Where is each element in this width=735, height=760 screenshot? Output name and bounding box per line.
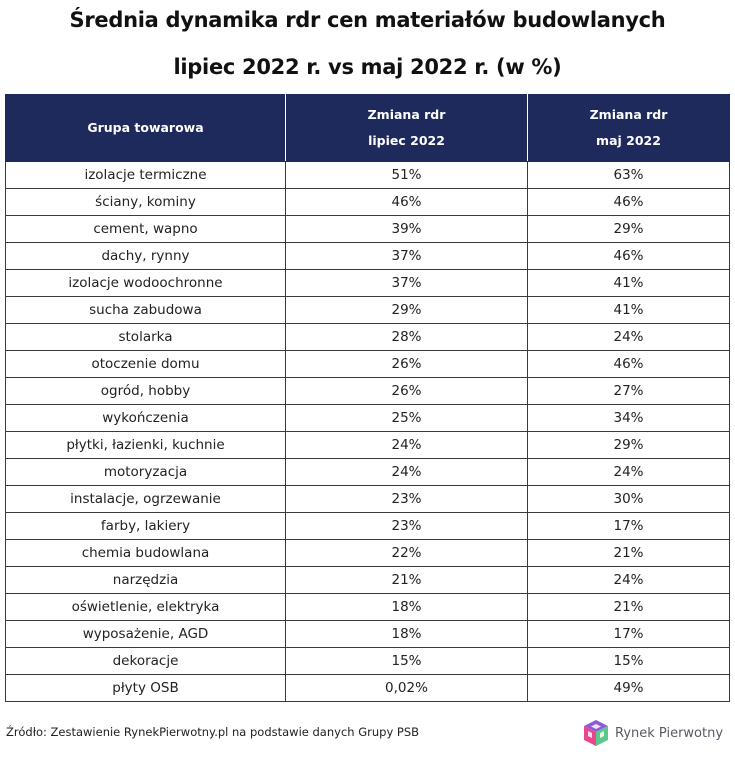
cell-july: 25%	[285, 404, 528, 432]
cell-group: stolarka	[5, 323, 286, 351]
cell-may: 24%	[527, 566, 730, 594]
column-header-text: Zmiana rdr	[589, 107, 668, 122]
column-header-text: Zmiana rdr	[367, 107, 446, 122]
cell-may: 17%	[527, 512, 730, 540]
table-row: cement, wapno 39% 29%	[5, 215, 730, 243]
cell-july: 29%	[285, 296, 528, 324]
cell-may: 46%	[527, 350, 730, 378]
cell-july: 22%	[285, 539, 528, 567]
cell-july: 18%	[285, 620, 528, 648]
table-row: ogród, hobby 26% 27%	[5, 377, 730, 405]
cell-group: wyposażenie, AGD	[5, 620, 286, 648]
column-header-july: Zmiana rdr lipiec 2022	[285, 94, 528, 162]
cube-logo-icon	[584, 720, 608, 746]
table-row: wyposażenie, AGD 18% 17%	[5, 620, 730, 648]
cell-july: 26%	[285, 350, 528, 378]
cell-july: 26%	[285, 377, 528, 405]
cell-group: dekoracje	[5, 647, 286, 675]
table-row: motoryzacja 24% 24%	[5, 458, 730, 486]
cell-group: oświetlenie, elektryka	[5, 593, 286, 621]
table-row: izolacje termiczne 51% 63%	[5, 161, 730, 189]
cell-july: 46%	[285, 188, 528, 216]
rynek-pierwotny-logo: Rynek Pierwotny	[583, 717, 723, 749]
cell-july: 23%	[285, 512, 528, 540]
cell-group: motoryzacja	[5, 458, 286, 486]
cell-group: narzędzia	[5, 566, 286, 594]
table-row: wykończenia 25% 34%	[5, 404, 730, 432]
table-row: instalacje, ogrzewanie 23% 30%	[5, 485, 730, 513]
cell-july: 23%	[285, 485, 528, 513]
table-header: Grupa towarowa Zmiana rdr lipiec 2022 Zm…	[5, 94, 730, 162]
cell-july: 21%	[285, 566, 528, 594]
cell-may: 17%	[527, 620, 730, 648]
cell-group: wykończenia	[5, 404, 286, 432]
cell-may: 21%	[527, 539, 730, 567]
table-row: płyty OSB 0,02% 49%	[5, 674, 730, 702]
cell-july: 24%	[285, 431, 528, 459]
price-dynamics-table: Grupa towarowa Zmiana rdr lipiec 2022 Zm…	[5, 94, 730, 702]
header-row: Grupa towarowa Zmiana rdr lipiec 2022 Zm…	[5, 94, 730, 162]
table-row: izolacje wodoochronne 37% 41%	[5, 269, 730, 297]
cell-may: 46%	[527, 242, 730, 270]
column-header-subtext: lipiec 2022	[368, 133, 445, 148]
cell-group: cement, wapno	[5, 215, 286, 243]
cell-group: sucha zabudowa	[5, 296, 286, 324]
cell-group: ściany, kominy	[5, 188, 286, 216]
cell-group: farby, lakiery	[5, 512, 286, 540]
cell-may: 27%	[527, 377, 730, 405]
column-header-text: Grupa towarowa	[87, 120, 204, 135]
cell-group: instalacje, ogrzewanie	[5, 485, 286, 513]
cell-july: 39%	[285, 215, 528, 243]
logo-text: Rynek Pierwotny	[615, 725, 724, 741]
cell-july: 15%	[285, 647, 528, 675]
column-header-group: Grupa towarowa	[5, 94, 286, 162]
cell-group: dachy, rynny	[5, 242, 286, 270]
cell-may: 46%	[527, 188, 730, 216]
cell-group: chemia budowlana	[5, 539, 286, 567]
table-row: ściany, kominy 46% 46%	[5, 188, 730, 216]
cell-july: 18%	[285, 593, 528, 621]
table-row: otoczenie domu 26% 46%	[5, 350, 730, 378]
cell-group: ogród, hobby	[5, 377, 286, 405]
cell-may: 41%	[527, 296, 730, 324]
column-header-may: Zmiana rdr maj 2022	[527, 94, 730, 162]
cell-may: 30%	[527, 485, 730, 513]
table-row: dachy, rynny 37% 46%	[5, 242, 730, 270]
cell-may: 63%	[527, 161, 730, 189]
cell-group: otoczenie domu	[5, 350, 286, 378]
cell-may: 24%	[527, 458, 730, 486]
chart-title-line-2: lipiec 2022 r. vs maj 2022 r. (w %)	[173, 55, 562, 79]
table-row: narzędzia 21% 24%	[5, 566, 730, 594]
cell-may: 24%	[527, 323, 730, 351]
cell-july: 28%	[285, 323, 528, 351]
table-row: stolarka 28% 24%	[5, 323, 730, 351]
cell-group: płyty OSB	[5, 674, 286, 702]
cell-may: 41%	[527, 269, 730, 297]
cell-july: 0,02%	[285, 674, 528, 702]
cell-july: 24%	[285, 458, 528, 486]
cell-may: 21%	[527, 593, 730, 621]
cell-july: 51%	[285, 161, 528, 189]
cell-may: 49%	[527, 674, 730, 702]
cell-may: 29%	[527, 431, 730, 459]
column-header-subtext: maj 2022	[596, 133, 661, 148]
cell-group: izolacje wodoochronne	[5, 269, 286, 297]
cell-group: płytki, łazienki, kuchnie	[5, 431, 286, 459]
cell-may: 34%	[527, 404, 730, 432]
table-row: farby, lakiery 23% 17%	[5, 512, 730, 540]
table-body: izolacje termiczne 51% 63% ściany, kominy 46…	[5, 161, 730, 702]
table-row: chemia budowlana 22% 21%	[5, 539, 730, 567]
table-row: dekoracje 15% 15%	[5, 647, 730, 675]
source-note: Źródło: Zestawienie RynekPierwotny.pl na…	[6, 725, 420, 739]
table-row: płytki, łazienki, kuchnie 24% 29%	[5, 431, 730, 459]
chart-title-line-1: Średnia dynamika rdr cen materiałów budo…	[69, 8, 666, 32]
table-row: oświetlenie, elektryka 18% 21%	[5, 593, 730, 621]
cell-july: 37%	[285, 269, 528, 297]
cell-group: izolacje termiczne	[5, 161, 286, 189]
cell-may: 15%	[527, 647, 730, 675]
cell-may: 29%	[527, 215, 730, 243]
cell-july: 37%	[285, 242, 528, 270]
table-row: sucha zabudowa 29% 41%	[5, 296, 730, 324]
